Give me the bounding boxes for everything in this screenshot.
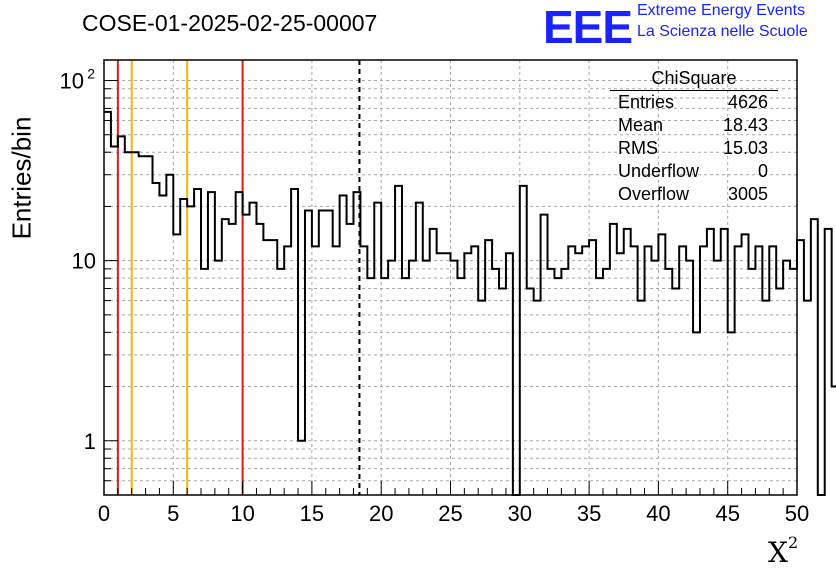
stats-title: ChiSquare — [651, 68, 737, 88]
stat-value: 3005 — [727, 184, 768, 204]
axis-layer — [103, 59, 798, 496]
y-axis-label: Entries/bin — [6, 116, 37, 240]
stat-label: RMS — [618, 138, 658, 158]
chart-title: COSE-01-2025-02-25-00007 — [82, 10, 378, 36]
logo-tagline-2: La Scienza nelle Scuole — [637, 23, 808, 40]
stat-value: 0 — [757, 161, 768, 181]
histogram-layer — [104, 110, 836, 496]
x-tick-label: 35 — [577, 501, 601, 526]
y-tick-label: 10 — [60, 69, 84, 94]
stat-row-entries: Entries 4626 — [618, 92, 768, 115]
stat-value: 18.43 — [722, 115, 768, 135]
x-tick-label: 5 — [167, 501, 179, 526]
stats-box: ChiSquare Entries 4626 Mean 18.43 RMS 15… — [610, 68, 778, 208]
stat-row-mean: Mean 18.43 — [618, 115, 768, 138]
stat-value: 4626 — [727, 92, 768, 112]
x-tick-label: 10 — [230, 501, 254, 526]
x-axis-label-exponent: 2 — [787, 532, 799, 552]
x-tick-label: 0 — [98, 501, 110, 526]
logo-tagline-1: Extreme Energy Events — [637, 2, 806, 19]
stat-value: 15.03 — [722, 138, 768, 158]
histogram-outline — [104, 110, 836, 496]
x-tick-label: 30 — [508, 501, 532, 526]
stat-row-rms: RMS 15.03 — [618, 138, 768, 161]
y-tick-exponent: 2 — [87, 66, 95, 82]
x-tick-label: 50 — [785, 501, 809, 526]
x-tick-label: 15 — [300, 501, 324, 526]
x-tick-label: 25 — [438, 501, 462, 526]
x-tick-label: 20 — [369, 501, 393, 526]
x-axis-label: X2 — [768, 532, 799, 569]
y-tick-label: 10 — [72, 249, 96, 274]
x-axis-label-base: X — [768, 536, 788, 569]
reference-lines — [116, 60, 361, 495]
eee-logo: EEE — [543, 1, 633, 53]
stat-label: Entries — [618, 92, 675, 112]
y-tick-label: 1 — [84, 429, 96, 454]
stats-divider — [610, 90, 778, 91]
x-tick-label: 45 — [715, 501, 739, 526]
stat-label: Mean — [618, 115, 664, 135]
stat-row-underflow: Underflow 0 — [618, 161, 768, 184]
stat-label: Underflow — [618, 161, 700, 181]
stat-row-overflow: Overflow 3005 — [618, 184, 768, 207]
stat-label: Overflow — [618, 184, 690, 204]
x-tick-label: 40 — [646, 501, 670, 526]
